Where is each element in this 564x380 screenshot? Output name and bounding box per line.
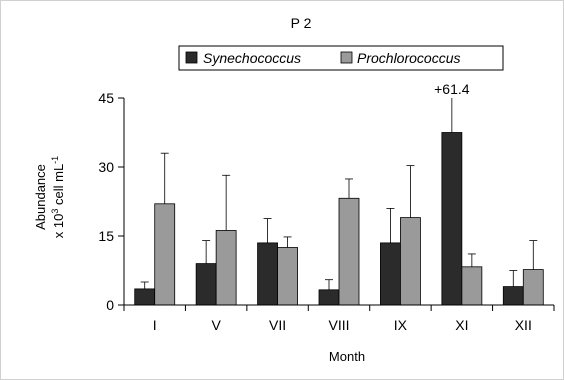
x-tick-label: XI — [455, 317, 468, 333]
y-tick-label: 0 — [106, 297, 114, 313]
x-tick-label: I — [153, 317, 157, 333]
bars — [134, 98, 544, 306]
y-axis: 0 15 30 45 — [98, 90, 125, 313]
x-tick-label: XII — [515, 317, 532, 333]
bar-synechococcus-xii — [502, 286, 524, 306]
x-tick-label: VII — [269, 317, 286, 333]
x-axis-label: Month — [329, 349, 365, 364]
x-tick-label: V — [211, 317, 221, 333]
y-tick-label: 15 — [98, 228, 114, 244]
bar-prochlorococcus-v — [215, 230, 237, 306]
y-axis-label-mid: cell mL — [51, 164, 66, 209]
legend-swatch-synechococcus — [185, 51, 198, 64]
bar-prochlorococcus-i — [154, 203, 176, 306]
bar-prochlorococcus-xi — [461, 266, 483, 306]
x-tick-label: IX — [394, 317, 408, 333]
annotation-label: +61.4 — [434, 81, 470, 97]
bar-synechococcus-ix — [380, 242, 401, 306]
y-axis-label-pre: x 10 — [51, 214, 66, 239]
y-tick-label: 45 — [98, 90, 114, 106]
bar-synechococcus-xi — [441, 132, 463, 306]
y-axis-label-sup1: 3 — [50, 209, 60, 214]
bar-prochlorococcus-vii — [277, 247, 298, 306]
y-axis-label: Abundance x 103 cell mL-1 — [33, 156, 66, 238]
bar-synechococcus-i — [134, 288, 156, 306]
bar-synechococcus-v — [195, 263, 217, 306]
bar-prochlorococcus-viii — [338, 197, 360, 306]
legend: Synechococcus Prochlorococcus — [178, 45, 504, 71]
y-axis-label-line2: x 103 cell mL-1 — [50, 156, 66, 238]
y-axis-label-sup2: -1 — [50, 156, 60, 164]
y-tick-label: 30 — [98, 159, 114, 175]
y-axis-label-line1: Abundance — [33, 164, 48, 230]
bar-prochlorococcus-ix — [400, 217, 421, 306]
bar-prochlorococcus-xii — [522, 269, 544, 306]
legend-swatch-prochlorococcus — [340, 51, 353, 64]
legend-label-synechococcus: Synechococcus — [203, 50, 301, 66]
x-tick-label: VIII — [328, 317, 349, 333]
bar-synechococcus-vii — [257, 242, 278, 306]
legend-label-prochlorococcus: Prochlorococcus — [357, 50, 461, 66]
x-axis: I V VII VIII IX XI XII — [123, 304, 555, 333]
chart-title: P 2 — [291, 15, 312, 31]
bar-synechococcus-viii — [318, 289, 340, 306]
